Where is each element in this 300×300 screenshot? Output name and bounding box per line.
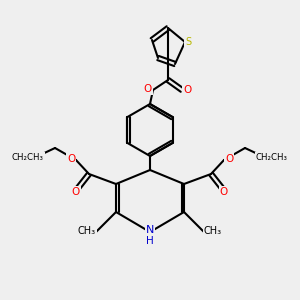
Text: CH₂CH₃: CH₂CH₃ (12, 152, 44, 161)
Text: O: O (220, 187, 228, 197)
Text: CH₃: CH₃ (204, 226, 222, 236)
Text: O: O (67, 154, 75, 164)
Text: O: O (144, 84, 152, 94)
Text: O: O (72, 187, 80, 197)
Text: S: S (185, 37, 191, 47)
Text: O: O (183, 85, 191, 95)
Text: CH₃: CH₃ (78, 226, 96, 236)
Text: CH₂CH₃: CH₂CH₃ (256, 152, 288, 161)
Text: O: O (225, 154, 233, 164)
Text: H: H (146, 236, 154, 246)
Text: N: N (146, 225, 154, 235)
